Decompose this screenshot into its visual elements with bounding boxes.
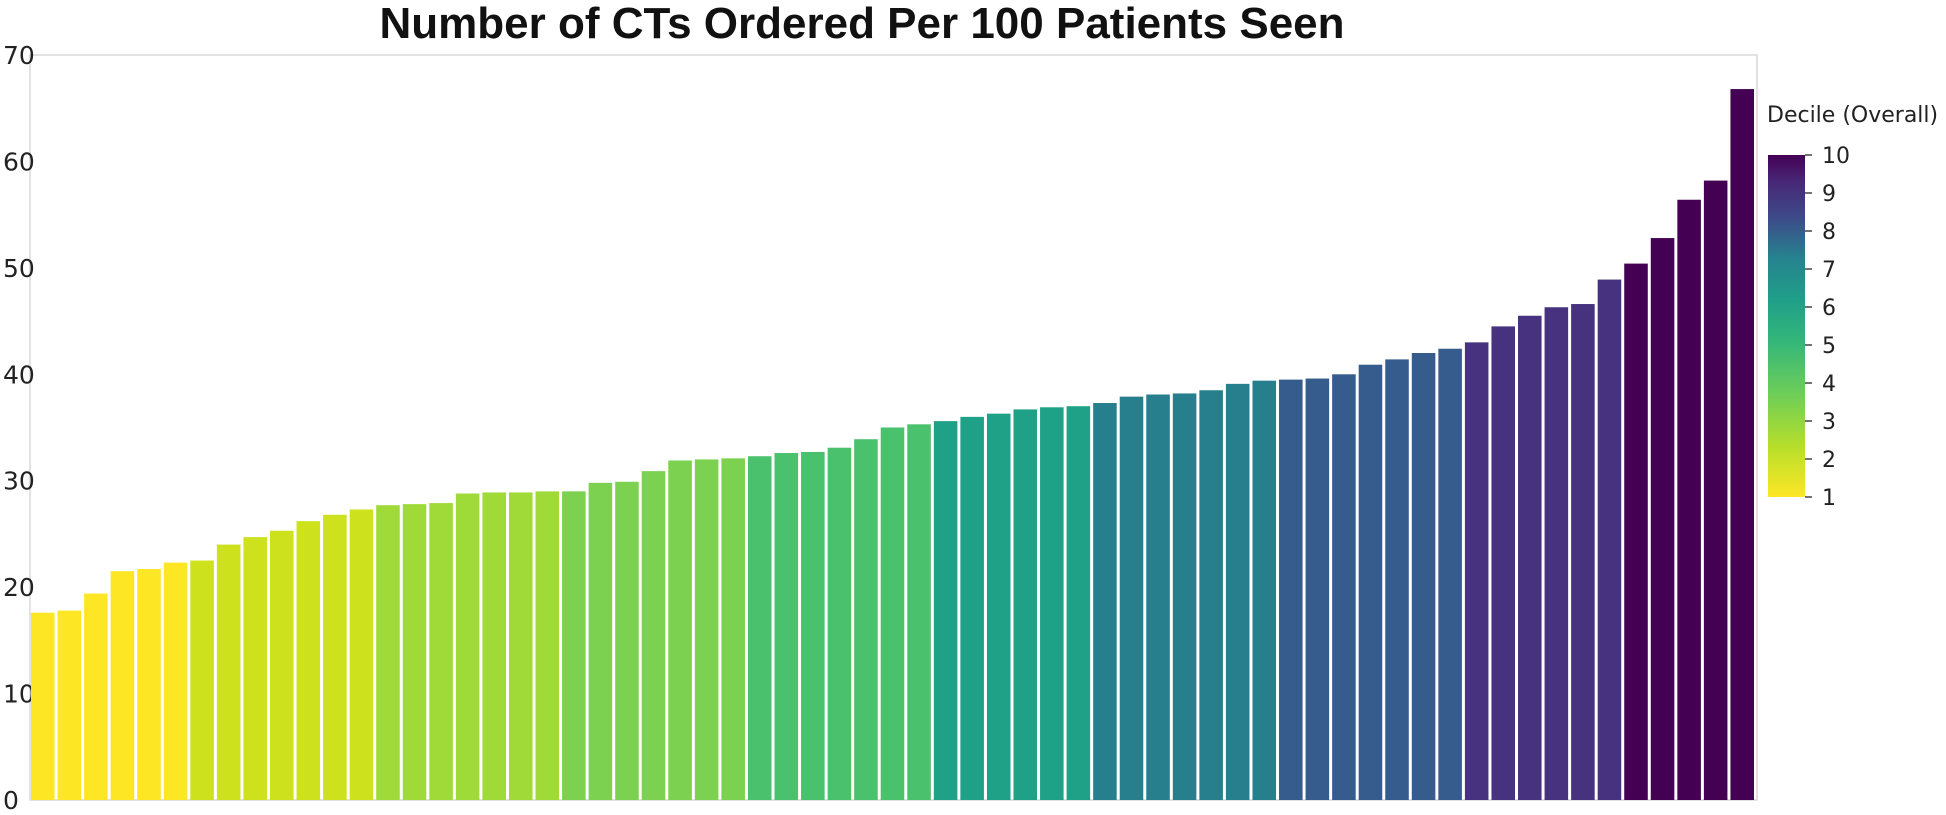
legend-tick-label: 6 xyxy=(1822,296,1836,321)
bar xyxy=(1225,383,1250,800)
bar xyxy=(1358,364,1383,800)
y-tick-label: 40 xyxy=(3,360,35,389)
bar xyxy=(31,612,55,800)
legend-color-bar xyxy=(1768,155,1805,497)
bar xyxy=(243,537,267,800)
bar xyxy=(1703,180,1728,801)
bar xyxy=(1624,263,1648,801)
y-tick-label: 30 xyxy=(3,467,35,496)
bar xyxy=(1677,199,1701,801)
bar xyxy=(774,453,799,800)
legend-tick-label: 1 xyxy=(1822,486,1836,511)
legend: Decile (Overall) 10 9 8 7 6 5 4 3 2 1 xyxy=(1767,103,1938,511)
bar xyxy=(1518,315,1542,800)
bar xyxy=(1279,379,1303,800)
legend-tick-label: 5 xyxy=(1822,334,1836,359)
bar xyxy=(641,471,666,800)
bar xyxy=(1491,326,1516,800)
bar xyxy=(1199,390,1223,800)
bar xyxy=(880,427,905,800)
bar xyxy=(1597,279,1622,800)
bar xyxy=(190,560,214,800)
bar xyxy=(1650,238,1675,800)
bar xyxy=(694,459,719,800)
bar xyxy=(1305,378,1330,800)
bar xyxy=(163,562,188,800)
bar xyxy=(854,439,878,800)
bar xyxy=(402,504,427,800)
bar xyxy=(137,569,161,800)
bar xyxy=(588,482,613,800)
bar xyxy=(1093,403,1117,800)
legend-title: Decile (Overall) xyxy=(1767,103,1938,128)
legend-tick-label: 10 xyxy=(1822,144,1850,169)
bar xyxy=(960,416,984,800)
bar xyxy=(57,610,82,800)
legend-ticks: 10 9 8 7 6 5 4 3 2 1 xyxy=(1805,144,1850,511)
bar xyxy=(1544,307,1569,800)
bar xyxy=(747,456,772,800)
bar xyxy=(1172,393,1197,800)
legend-tick-label: 3 xyxy=(1822,410,1836,435)
bar xyxy=(1385,359,1409,800)
bar xyxy=(933,421,958,800)
bar xyxy=(1571,304,1595,800)
bar xyxy=(1066,406,1091,800)
y-tick-label: 60 xyxy=(3,147,35,176)
bars xyxy=(31,89,1754,801)
bar xyxy=(721,458,745,800)
bar xyxy=(535,491,560,800)
bar xyxy=(376,505,400,800)
bar xyxy=(1332,374,1356,800)
bar xyxy=(1119,396,1144,800)
bar xyxy=(1411,353,1436,800)
bar xyxy=(907,424,931,800)
bar xyxy=(1013,409,1038,800)
bar xyxy=(84,593,108,800)
y-tick-label: 20 xyxy=(3,573,35,602)
bar xyxy=(349,509,374,800)
y-tick-label: 50 xyxy=(3,254,35,283)
bar xyxy=(482,492,506,800)
y-tick-label: 0 xyxy=(3,786,19,815)
y-tick-label: 70 xyxy=(3,41,35,70)
legend-tick-label: 2 xyxy=(1822,448,1836,473)
bar xyxy=(269,530,294,800)
y-tick-label: 10 xyxy=(3,680,35,709)
bar xyxy=(1730,89,1754,800)
legend-tick-label: 7 xyxy=(1822,258,1836,283)
legend-tick-label: 9 xyxy=(1822,182,1836,207)
y-axis: 0 10 20 30 40 50 60 70 xyxy=(3,41,35,815)
bar xyxy=(1438,348,1462,800)
bar xyxy=(216,544,241,800)
bar xyxy=(296,521,321,800)
bar xyxy=(429,503,453,800)
bar xyxy=(668,460,692,800)
bar xyxy=(323,514,347,800)
bar xyxy=(562,491,586,800)
bar xyxy=(1146,394,1170,800)
bar xyxy=(986,413,1011,800)
bar xyxy=(615,481,639,800)
bar xyxy=(508,492,533,800)
bar xyxy=(1252,380,1277,800)
bar xyxy=(110,571,135,800)
bar xyxy=(827,447,852,800)
legend-tick-label: 4 xyxy=(1822,372,1836,397)
chart-title: Number of CTs Ordered Per 100 Patients S… xyxy=(379,0,1344,48)
bar xyxy=(1464,342,1489,800)
bar xyxy=(801,451,825,800)
bar xyxy=(455,493,480,800)
bar xyxy=(1040,407,1064,800)
legend-tick-label: 8 xyxy=(1822,220,1836,245)
